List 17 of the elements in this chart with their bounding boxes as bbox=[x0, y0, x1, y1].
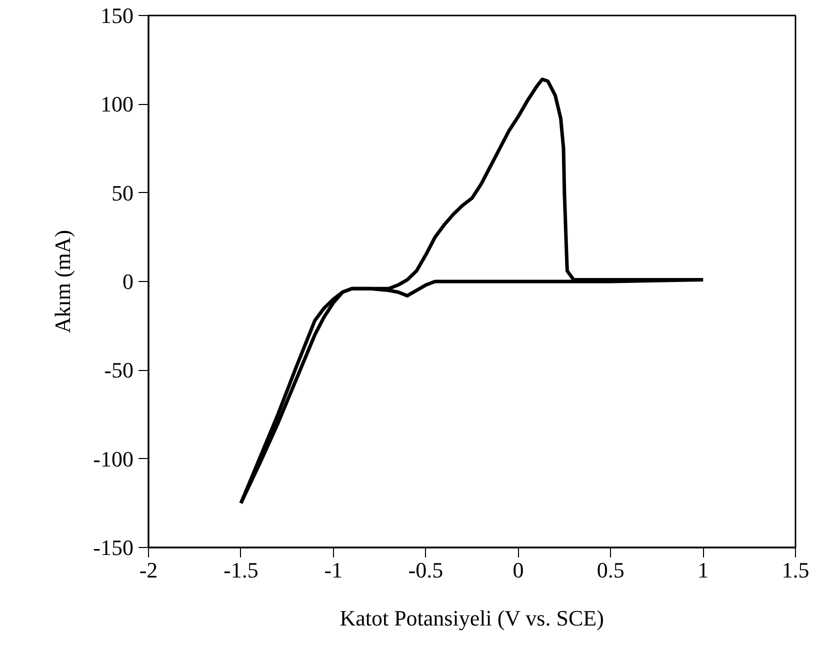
y-tick-label: -100 bbox=[93, 446, 134, 472]
x-tick-label: 1 bbox=[698, 558, 709, 582]
y-tick-label: 50 bbox=[112, 180, 134, 206]
x-tick-label: -2 bbox=[139, 558, 158, 582]
x-tick-label: 0.5 bbox=[596, 558, 624, 582]
y-axis-title: Akım (mA) bbox=[50, 230, 76, 334]
y-tick-label: -50 bbox=[104, 358, 134, 383]
x-tick-label: -1.5 bbox=[224, 558, 258, 582]
y-tick-label: 150 bbox=[100, 3, 134, 28]
x-tick-label: -1 bbox=[324, 558, 343, 582]
x-tick-label: -0.5 bbox=[408, 558, 444, 582]
x-axis-title: Katot Potansiyeli (V vs. SCE) bbox=[340, 606, 604, 630]
x-tick-label: 0 bbox=[512, 558, 524, 582]
x-tick-label: 1.5 bbox=[782, 558, 810, 582]
y-tick-label: 100 bbox=[100, 92, 134, 117]
y-tick-label: 0 bbox=[122, 269, 134, 294]
y-tick-label: -150 bbox=[93, 535, 134, 560]
